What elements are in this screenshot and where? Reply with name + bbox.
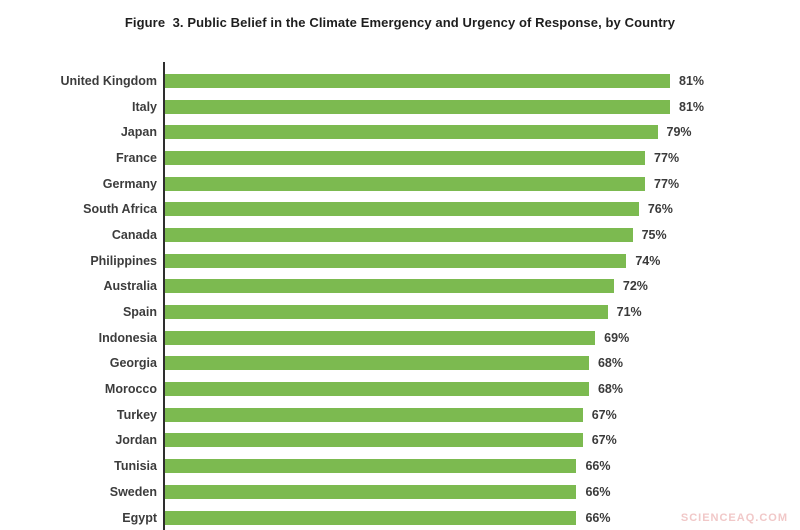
- country-label: France: [116, 150, 157, 165]
- bar: [165, 279, 614, 294]
- value-label: 76%: [647, 202, 673, 217]
- bar-row: Canada 75%: [0, 222, 800, 248]
- bar-row: France 77%: [0, 145, 800, 171]
- country-label: Morocco: [104, 382, 157, 397]
- bar: [165, 253, 627, 268]
- bar-row: Turkey 67%: [0, 402, 800, 428]
- bar-zone: 69%: [165, 330, 630, 345]
- bar-row: Japan 79%: [0, 119, 800, 145]
- bar-rows: United Kingdom 81% Italy 81% Japan 79% F…: [0, 68, 800, 530]
- bar-row: United Kingdom 81%: [0, 68, 800, 94]
- bar-zone: 67%: [165, 433, 617, 448]
- bar-zone: 66%: [165, 510, 611, 525]
- value-label: 66%: [585, 510, 611, 525]
- country-label: Philippines: [90, 253, 157, 268]
- bar: [165, 176, 646, 191]
- bar-zone: 75%: [165, 227, 667, 242]
- bar-zone: 76%: [165, 202, 673, 217]
- country-label: South Africa: [83, 202, 157, 217]
- value-label: 68%: [597, 356, 623, 371]
- bar-zone: 79%: [165, 125, 692, 140]
- value-label: 68%: [597, 382, 623, 397]
- bar-zone: 67%: [165, 407, 617, 422]
- country-label: Indonesia: [98, 330, 157, 345]
- bar: [165, 459, 577, 474]
- bar-row: Germany 77%: [0, 171, 800, 197]
- country-label: Turkey: [116, 407, 157, 422]
- bar-zone: 81%: [165, 99, 705, 114]
- country-label: Spain: [122, 305, 157, 320]
- value-label: 71%: [616, 305, 642, 320]
- bar-row: Spain 71%: [0, 299, 800, 325]
- bar: [165, 99, 670, 114]
- value-label: 81%: [679, 73, 705, 88]
- bar: [165, 382, 589, 397]
- value-label: 66%: [585, 459, 611, 474]
- country-label: Japan: [120, 125, 157, 140]
- country-label: Egypt: [122, 510, 157, 525]
- bar: [165, 510, 577, 525]
- bar: [165, 330, 596, 345]
- bar: [165, 202, 639, 217]
- value-label: 77%: [654, 150, 680, 165]
- value-label: 67%: [591, 407, 617, 422]
- bar: [165, 227, 633, 242]
- country-label: Canada: [111, 227, 157, 242]
- bar: [165, 407, 583, 422]
- chart-title: Figure 3. Public Belief in the Climate E…: [124, 15, 676, 30]
- country-label: Georgia: [109, 356, 157, 371]
- value-label: 69%: [604, 330, 630, 345]
- bar-row: Indonesia 69%: [0, 325, 800, 351]
- bar-row: Morocco 68%: [0, 376, 800, 402]
- bar-row: Italy 81%: [0, 94, 800, 120]
- bar-zone: 77%: [165, 150, 680, 165]
- bar-row: Philippines 74%: [0, 248, 800, 274]
- country-label: Australia: [103, 279, 158, 294]
- watermark: SCIENCEAQ.COM: [680, 512, 788, 524]
- value-label: 74%: [635, 253, 661, 268]
- value-label: 75%: [641, 227, 667, 242]
- country-label: Sweden: [109, 484, 157, 499]
- bar-zone: 77%: [165, 176, 680, 191]
- bar-zone: 74%: [165, 253, 661, 268]
- value-label: 66%: [585, 484, 611, 499]
- bar-row: Tunisia 66%: [0, 453, 800, 479]
- bar: [165, 433, 583, 448]
- bar: [165, 484, 577, 499]
- y-axis-line: [163, 62, 165, 530]
- bar-zone: 66%: [165, 459, 611, 474]
- bar-row: Australia 72%: [0, 274, 800, 300]
- value-label: 81%: [679, 99, 705, 114]
- bar-zone: 72%: [165, 279, 648, 294]
- bar-zone: 81%: [165, 73, 705, 88]
- bar-row: Egypt 66%: [0, 505, 800, 530]
- country-label: Germany: [102, 176, 157, 191]
- bar-zone: 66%: [165, 484, 611, 499]
- bar: [165, 73, 670, 88]
- value-label: 77%: [654, 176, 680, 191]
- value-label: 79%: [666, 125, 692, 140]
- value-label: 67%: [591, 433, 617, 448]
- country-label: Italy: [131, 99, 157, 114]
- country-label: Tunisia: [114, 459, 157, 474]
- bar-row: Jordan 67%: [0, 428, 800, 454]
- bar: [165, 356, 589, 371]
- bar-zone: 68%: [165, 356, 623, 371]
- country-label: Jordan: [115, 433, 157, 448]
- bar: [165, 305, 608, 320]
- bar-row: Sweden 66%: [0, 479, 800, 505]
- country-label: United Kingdom: [60, 73, 157, 88]
- bar-zone: 68%: [165, 382, 623, 397]
- bar: [165, 150, 646, 165]
- bar-row: South Africa 76%: [0, 196, 800, 222]
- value-label: 72%: [622, 279, 648, 294]
- bar: [165, 125, 658, 140]
- bar-zone: 71%: [165, 305, 642, 320]
- bar-row: Georgia 68%: [0, 351, 800, 377]
